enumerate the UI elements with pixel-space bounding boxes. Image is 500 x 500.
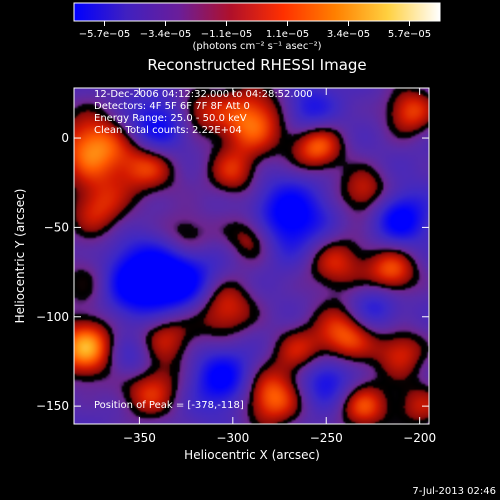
y-tick-label: −150 [36, 399, 69, 413]
colorbar-tick-label: −1.1e−05 [201, 29, 253, 40]
colorbar-tick-label: 3.4e−05 [327, 29, 370, 40]
colorbar [73, 2, 441, 22]
x-axis-label: Heliocentric X (arcsec) [184, 448, 320, 462]
x-tick-label: −200 [403, 431, 436, 445]
colorbar-tick-label: −5.7e−05 [79, 29, 131, 40]
peak-position-label: Position of Peak = [-378,-118] [94, 400, 244, 411]
y-tick-label: −100 [36, 310, 69, 324]
x-tick-label: −350 [123, 431, 156, 445]
annotation-time-range: 12-Dec-2006 04:12:32.000 to 04:28:52.000 [94, 89, 313, 100]
heatmap-image [74, 88, 429, 424]
annotation-clean-counts: Clean Total counts: 2.22E+04 [94, 125, 242, 136]
y-axis-ticks: 0 −50 −100 −150 [36, 131, 429, 413]
colorbar-unit-label: (photons cm⁻² s⁻¹ asec⁻²) [192, 41, 321, 52]
annotation-detectors: Detectors: 4F 5F 6F 7F 8F Att 0 [94, 101, 250, 112]
plot-frame [73, 87, 430, 425]
chart-title: Reconstructed RHESSI Image [147, 56, 366, 74]
colorbar-tick-label: 5.7e−05 [388, 29, 431, 40]
x-axis-ticks: −350 −300 −250 −200 [123, 88, 436, 445]
colorbar-ticks: −5.7e−05 −3.4e−05 −1.1e−05 1.1e−05 3.4e−05 5.… [79, 21, 431, 40]
colorbar-tick-label: −3.4e−05 [140, 29, 192, 40]
y-axis-label: Heliocentric Y (arcsec) [13, 189, 27, 324]
x-tick-label: −300 [216, 431, 249, 445]
render-timestamp: 7-Jul-2013 02:46 [412, 486, 496, 497]
heatmap-area [74, 88, 429, 424]
colorbar-tick-label: 1.1e−05 [266, 29, 309, 40]
y-tick-label: −50 [44, 220, 69, 234]
y-tick-label: 0 [61, 131, 69, 145]
x-tick-label: −250 [310, 431, 343, 445]
annotation-energy-range: Energy Range: 25.0 - 50.0 keV [94, 113, 247, 124]
